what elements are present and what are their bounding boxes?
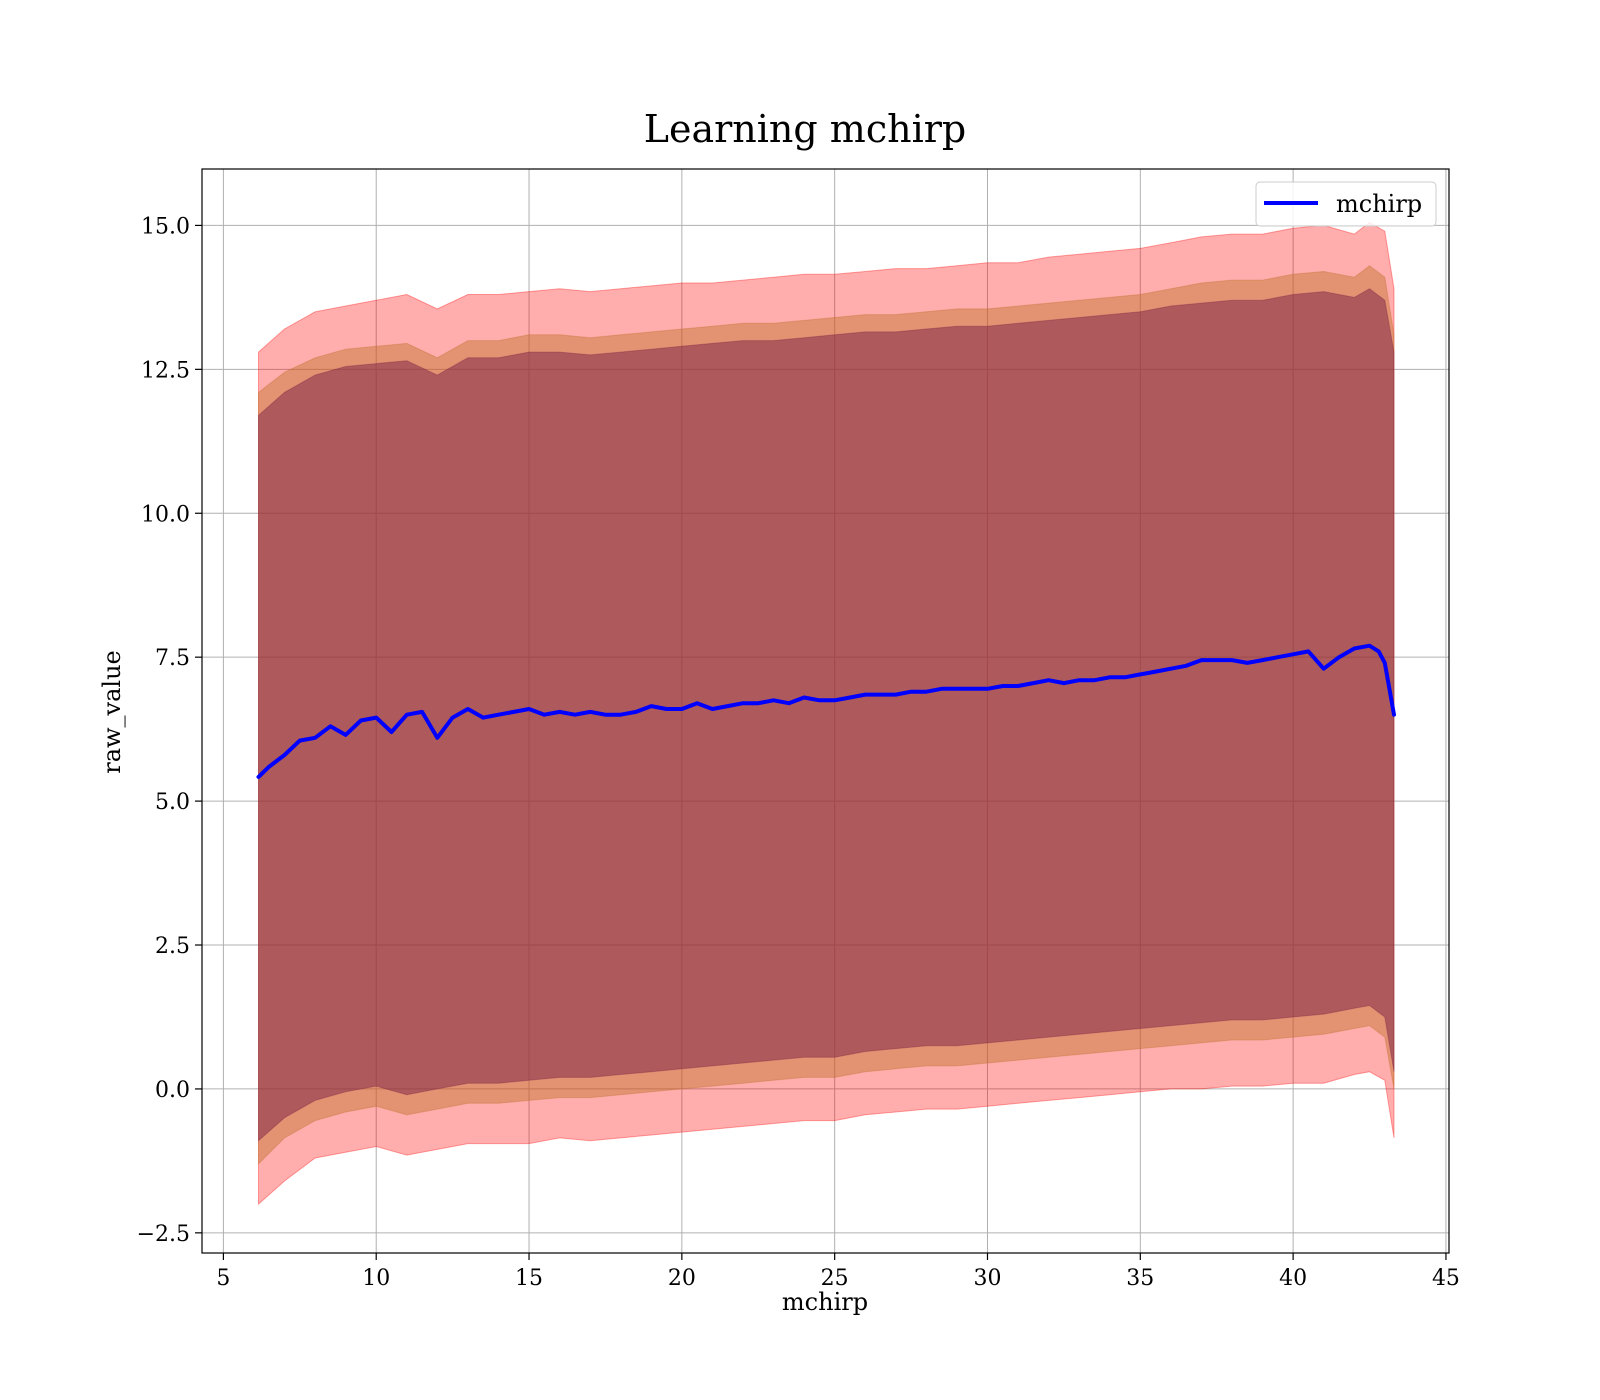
series-line-mchirp <box>256 643 1396 779</box>
x-tick-label: 15 <box>515 1266 543 1291</box>
y-axis-label: raw_value <box>98 650 126 774</box>
x-tick-label: 35 <box>1126 1266 1154 1291</box>
legend: mchirp <box>1255 181 1437 227</box>
y-tick-label: 10.0 <box>141 502 190 527</box>
x-tick-label: 30 <box>973 1266 1001 1291</box>
y-tick-label: 12.5 <box>141 358 190 383</box>
series-group <box>256 643 1396 779</box>
legend-label: mchirp <box>1336 190 1422 218</box>
chart-title: Learning mchirp <box>644 107 966 151</box>
x-axis-label: mchirp <box>782 1288 868 1316</box>
confidence-bands <box>258 221 1395 1206</box>
x-tick-label: 25 <box>821 1266 849 1291</box>
plot-frame <box>201 168 1450 1254</box>
x-tick-label: 20 <box>668 1266 696 1291</box>
y-tick-label: 5.0 <box>155 790 190 815</box>
y-tick-label: 2.5 <box>155 934 190 959</box>
legend-box <box>1255 181 1437 227</box>
y-tick-label: 7.5 <box>155 646 190 671</box>
x-tick-label: 10 <box>362 1266 390 1291</box>
y-axis: −2.5 0.0 2.5 5.0 7.5 10.0 12.5 15.0 <box>137 214 202 1247</box>
y-tick-label: 15.0 <box>141 214 190 239</box>
x-tick-label: 5 <box>216 1266 230 1291</box>
y-tick-label: 0.0 <box>155 1078 190 1103</box>
x-tick-label: 40 <box>1279 1266 1307 1291</box>
x-axis: 5 10 15 20 25 30 35 40 45 <box>216 1253 1460 1291</box>
y-tick-label: −2.5 <box>137 1222 190 1247</box>
band-inner <box>258 288 1395 1142</box>
x-tick-label: 45 <box>1432 1266 1460 1291</box>
